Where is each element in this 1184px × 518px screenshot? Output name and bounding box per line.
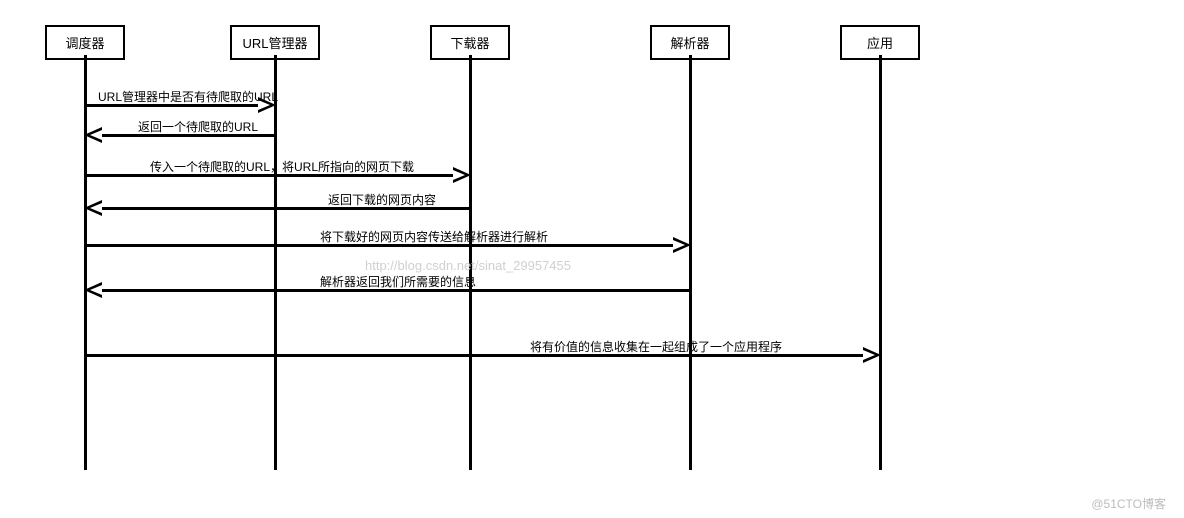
arrow-right-icon: [863, 347, 881, 363]
arrow-left-icon: [84, 282, 102, 298]
lifeline-label: URL管理器: [242, 36, 307, 51]
msg-label: 将有价值的信息收集在一起组成了一个应用程序: [530, 338, 782, 355]
watermark-text: http://blog.csdn.net/sinat_29957455: [365, 258, 571, 273]
lifeline-label: 调度器: [65, 36, 104, 51]
lifeline-line-app: [879, 55, 882, 470]
arrow-left-icon: [84, 127, 102, 143]
lifeline-line-parser: [689, 55, 692, 470]
lifeline-label: 解析器: [670, 36, 709, 51]
sequence-diagram: 调度器 URL管理器 下载器 解析器 应用 URL管理器中是否有待爬取的URL …: [0, 0, 1184, 518]
arrow-right-icon: [673, 237, 691, 253]
lifeline-label: 应用: [867, 36, 893, 51]
msg-label: 返回下载的网页内容: [328, 191, 436, 208]
lifeline-line-scheduler: [84, 55, 87, 470]
msg-label: 传入一个待爬取的URL，将URL所指向的网页下载: [150, 158, 414, 175]
msg-label: 解析器返回我们所需要的信息: [320, 273, 476, 290]
footer-credit: @51CTO博客: [1091, 495, 1166, 512]
msg-label: 返回一个待爬取的URL: [138, 118, 258, 135]
lifeline-line-urlmgr: [274, 55, 277, 470]
lifeline-label: 下载器: [450, 36, 489, 51]
msg-label: 将下载好的网页内容传送给解析器进行解析: [320, 228, 548, 245]
msg-label: URL管理器中是否有待爬取的URL: [98, 88, 278, 105]
arrow-right-icon: [453, 167, 471, 183]
arrow-left-icon: [84, 200, 102, 216]
